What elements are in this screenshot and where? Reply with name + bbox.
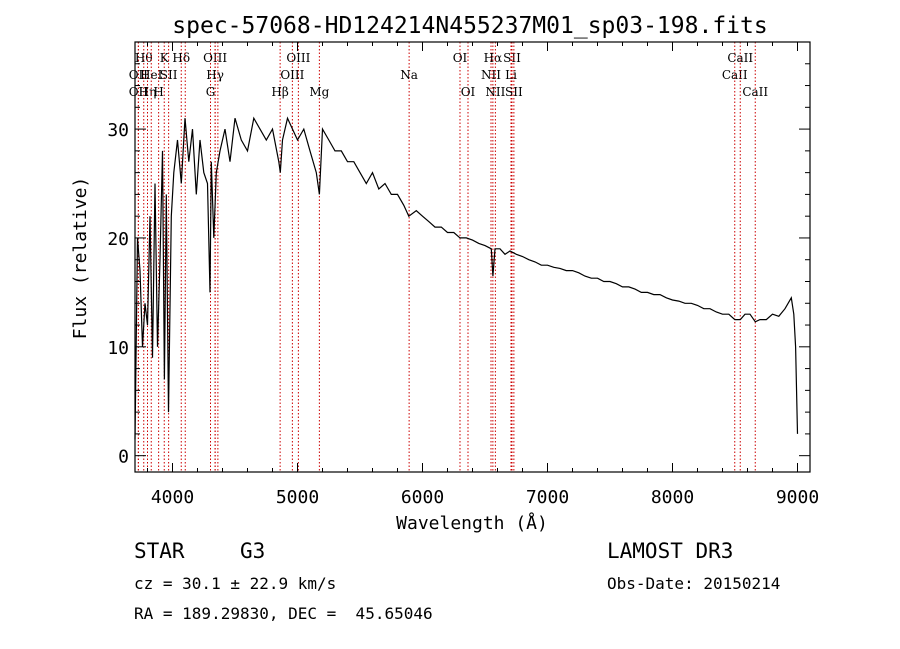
line-marker-label: H xyxy=(153,85,163,99)
object-class-label: STAR xyxy=(134,539,185,563)
x-tick-label: 7000 xyxy=(526,487,569,508)
line-marker-label: Hδ xyxy=(172,51,190,65)
x-tick-label: 8000 xyxy=(651,487,694,508)
x-tick-label: 4000 xyxy=(151,487,194,508)
line-marker-label: HeI xyxy=(140,68,163,82)
line-marker-label: Na xyxy=(400,68,418,82)
spectral-subclass: G3 xyxy=(240,539,266,563)
line-marker-label: Hγ xyxy=(206,68,224,82)
line-marker-label: SII xyxy=(503,51,521,65)
observation-date: Obs-Date: 20150214 xyxy=(607,574,781,593)
line-marker-group: OIIOIIHθHηHeIHKSIIHδGOIIIHγHβOIIIOIIIMgN… xyxy=(129,42,768,472)
line-marker-label: SII xyxy=(160,68,178,82)
x-tick-label: 9000 xyxy=(776,487,819,508)
y-tick-label: 20 xyxy=(107,229,129,250)
redshift-velocity: cz = 30.1 ± 22.9 km/s xyxy=(134,574,337,593)
spectrum-line xyxy=(134,116,799,440)
line-marker-label: CaII xyxy=(727,51,753,65)
chart-title: spec-57068-HD124214N455237M01_sp03-198.f… xyxy=(172,13,767,39)
line-marker-label: Mg xyxy=(309,85,329,99)
survey-label: LAMOST DR3 xyxy=(607,539,734,563)
line-marker-label: OIII xyxy=(286,51,310,65)
x-tick-label: 5000 xyxy=(276,487,319,508)
line-marker-label: OIII xyxy=(203,51,227,65)
y-tick-label: 0 xyxy=(118,447,129,468)
line-marker-label: Hβ xyxy=(271,85,288,99)
line-marker-label: CaII xyxy=(722,68,748,82)
sky-coordinates: RA = 189.29830, DEC = 45.65046 xyxy=(134,604,433,623)
line-marker-label: NII xyxy=(485,85,505,99)
line-marker-label: OIII xyxy=(280,68,304,82)
line-marker-label: CaII xyxy=(742,85,768,99)
y-tick-label: 10 xyxy=(107,338,129,359)
line-marker-label: K xyxy=(160,51,170,65)
line-marker-label: Hη xyxy=(139,85,157,99)
y-axis-label: Flux (relative) xyxy=(70,177,91,340)
y-axis-ticks: 0 10 20 30 xyxy=(107,63,810,468)
plot-frame xyxy=(134,41,811,473)
line-marker-label: OI xyxy=(461,85,476,99)
y-tick-label: 30 xyxy=(107,120,129,141)
x-axis-label: Wavelength (Å) xyxy=(396,512,548,534)
x-tick-label: 6000 xyxy=(401,487,444,508)
line-marker-label: Li xyxy=(505,68,517,82)
line-marker-label: Hθ xyxy=(135,51,153,65)
line-marker-label: OI xyxy=(453,51,468,65)
line-marker-label: Hα xyxy=(484,51,503,65)
line-marker-label: NII xyxy=(481,68,501,82)
x-axis-ticks: 4000 5000 6000 7000 8000 9000 xyxy=(147,42,819,508)
line-marker-label: G xyxy=(206,85,216,99)
line-marker-label: SII xyxy=(505,85,523,99)
